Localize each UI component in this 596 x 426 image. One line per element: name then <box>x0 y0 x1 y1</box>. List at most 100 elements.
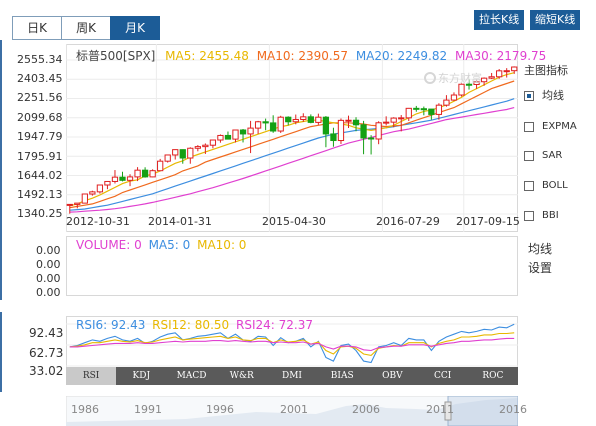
option-label: 均线 <box>542 89 564 102</box>
timeline-year: 2006 <box>352 403 380 416</box>
legend-ma30: MA30: 2179.75 <box>454 49 547 63</box>
watermark-icon <box>424 72 436 84</box>
rsi-tick: 33.02 <box>29 364 64 378</box>
candle-down <box>141 169 149 178</box>
price-tick: 1644.02 <box>17 169 63 182</box>
date-tick: 2017-09-15 <box>456 215 520 228</box>
candle-down <box>262 121 269 124</box>
ma-settings-link[interactable]: 均线 设置 <box>528 240 552 278</box>
timeline-year: 1986 <box>71 403 99 416</box>
checkbox-icon[interactable] <box>524 151 534 161</box>
candle-up <box>383 121 390 124</box>
rsi-tick: 92.43 <box>29 326 64 340</box>
shrink-kline-button[interactable]: 缩短K线 <box>530 10 581 30</box>
tab-rsi[interactable]: RSI <box>66 367 117 385</box>
candle-up <box>300 116 307 120</box>
timeline-handle-left[interactable] <box>444 401 452 421</box>
candle-up <box>209 139 217 146</box>
candle-up <box>503 70 510 73</box>
candle-up <box>488 76 495 79</box>
left-border-top <box>0 40 2 300</box>
candle-up <box>247 127 254 135</box>
candle-down <box>420 108 427 111</box>
indicator-option-expma[interactable]: EXPMA <box>524 117 577 137</box>
candle-down <box>330 133 337 142</box>
checkbox-icon[interactable] <box>524 211 534 221</box>
date-tick: 2014-01-31 <box>148 215 212 228</box>
ma-settings-line1: 均线 <box>528 242 553 256</box>
candle-down <box>428 108 435 115</box>
timeline-year: 2011 <box>426 403 454 416</box>
price-chart[interactable] <box>66 44 518 232</box>
left-border-bottom <box>0 312 2 392</box>
candle-down <box>413 107 420 110</box>
candle-up <box>111 176 119 182</box>
rsi-tick: 62.73 <box>29 346 64 360</box>
tab-kdj[interactable]: KDJ <box>132 371 151 381</box>
rsi-chart[interactable] <box>66 316 518 368</box>
candle-down <box>465 83 473 86</box>
candle-up <box>450 94 458 101</box>
rsi-line-rsi12 <box>69 332 515 356</box>
volume-panel <box>66 236 518 296</box>
candle-down <box>224 134 232 140</box>
candle-up <box>435 104 443 115</box>
timeline-navigator[interactable] <box>66 396 518 426</box>
option-label: EXPMA <box>542 121 577 132</box>
indicator-option-sar[interactable]: SAR <box>524 146 562 166</box>
candle-down <box>285 116 292 123</box>
candle-up <box>149 170 156 178</box>
candle-up <box>337 119 345 142</box>
checkbox-icon[interactable] <box>524 181 534 191</box>
price-tick: 1340.25 <box>17 207 63 220</box>
rsi-legend-rsi12: RSI12: 80.50 <box>152 318 230 332</box>
candle-up <box>277 116 284 132</box>
tab-dmi[interactable]: DMI <box>281 371 302 381</box>
candle-up <box>81 193 88 204</box>
price-tick: 2099.68 <box>17 111 63 124</box>
indicator-option-ma[interactable]: 均线 <box>524 86 564 106</box>
candle-up <box>96 184 104 193</box>
tab-daily-k[interactable]: 日K <box>12 16 61 40</box>
candle-up <box>104 180 111 186</box>
ma-line-ma30 <box>69 107 515 213</box>
tab-roc[interactable]: ROC <box>482 371 504 381</box>
timeline-year: 2016 <box>499 403 527 416</box>
candle-down <box>239 129 247 135</box>
candle-up <box>511 66 518 72</box>
checkbox-icon[interactable] <box>524 91 534 101</box>
candle-up <box>398 117 405 120</box>
candle-down <box>179 149 186 159</box>
indicator-option-bbi[interactable]: BBI <box>524 206 559 226</box>
candle-up <box>473 81 480 86</box>
watermark-text: 东方财富 <box>438 72 482 85</box>
tab-monthly-k[interactable]: 月K <box>110 16 160 40</box>
tab-weekly-k[interactable]: 周K <box>61 16 110 40</box>
tab-bias[interactable]: BIAS <box>330 371 354 381</box>
indicator-option-boll[interactable]: BOLL <box>524 176 568 196</box>
candle-down <box>307 116 314 123</box>
candle-up <box>458 83 465 96</box>
candle-up <box>134 169 141 178</box>
price-tick: 1947.79 <box>17 130 63 143</box>
volume-legend: VOLUME: 0 MA5: 0 MA10: 0 <box>76 238 246 252</box>
stretch-kline-button[interactable]: 拉长K线 <box>474 10 525 30</box>
candle-up <box>194 146 201 149</box>
price-legend: 标普500[SPX] MA5: 2455.48 MA10: 2390.57 MA… <box>76 47 546 64</box>
tab-obv[interactable]: OBV <box>382 371 403 381</box>
candle-up <box>89 191 96 195</box>
date-tick: 2012-10-31 <box>66 215 130 228</box>
candle-up <box>405 107 412 119</box>
rsi-line-rsi24 <box>69 337 515 352</box>
checkbox-icon[interactable] <box>524 122 534 132</box>
rsi-legend-rsi24: RSI24: 72.37 <box>235 318 313 332</box>
price-tick: 2251.56 <box>17 91 63 104</box>
candle-up <box>443 99 450 106</box>
volume-legend-ma5: MA5: 0 <box>148 238 191 252</box>
tab-cci[interactable]: CCI <box>433 371 452 381</box>
legend-name: 标普500[SPX] <box>76 49 156 63</box>
volume-tick: 0.00 <box>36 286 61 299</box>
tab-wr[interactable]: W&R <box>229 371 254 381</box>
candle-up <box>172 149 179 156</box>
tab-macd[interactable]: MACD <box>176 371 207 381</box>
